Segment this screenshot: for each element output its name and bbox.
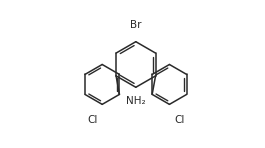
Text: Cl: Cl xyxy=(174,115,184,125)
Text: Br: Br xyxy=(130,20,142,30)
Text: NH₂: NH₂ xyxy=(126,96,146,106)
Text: Cl: Cl xyxy=(87,115,98,125)
